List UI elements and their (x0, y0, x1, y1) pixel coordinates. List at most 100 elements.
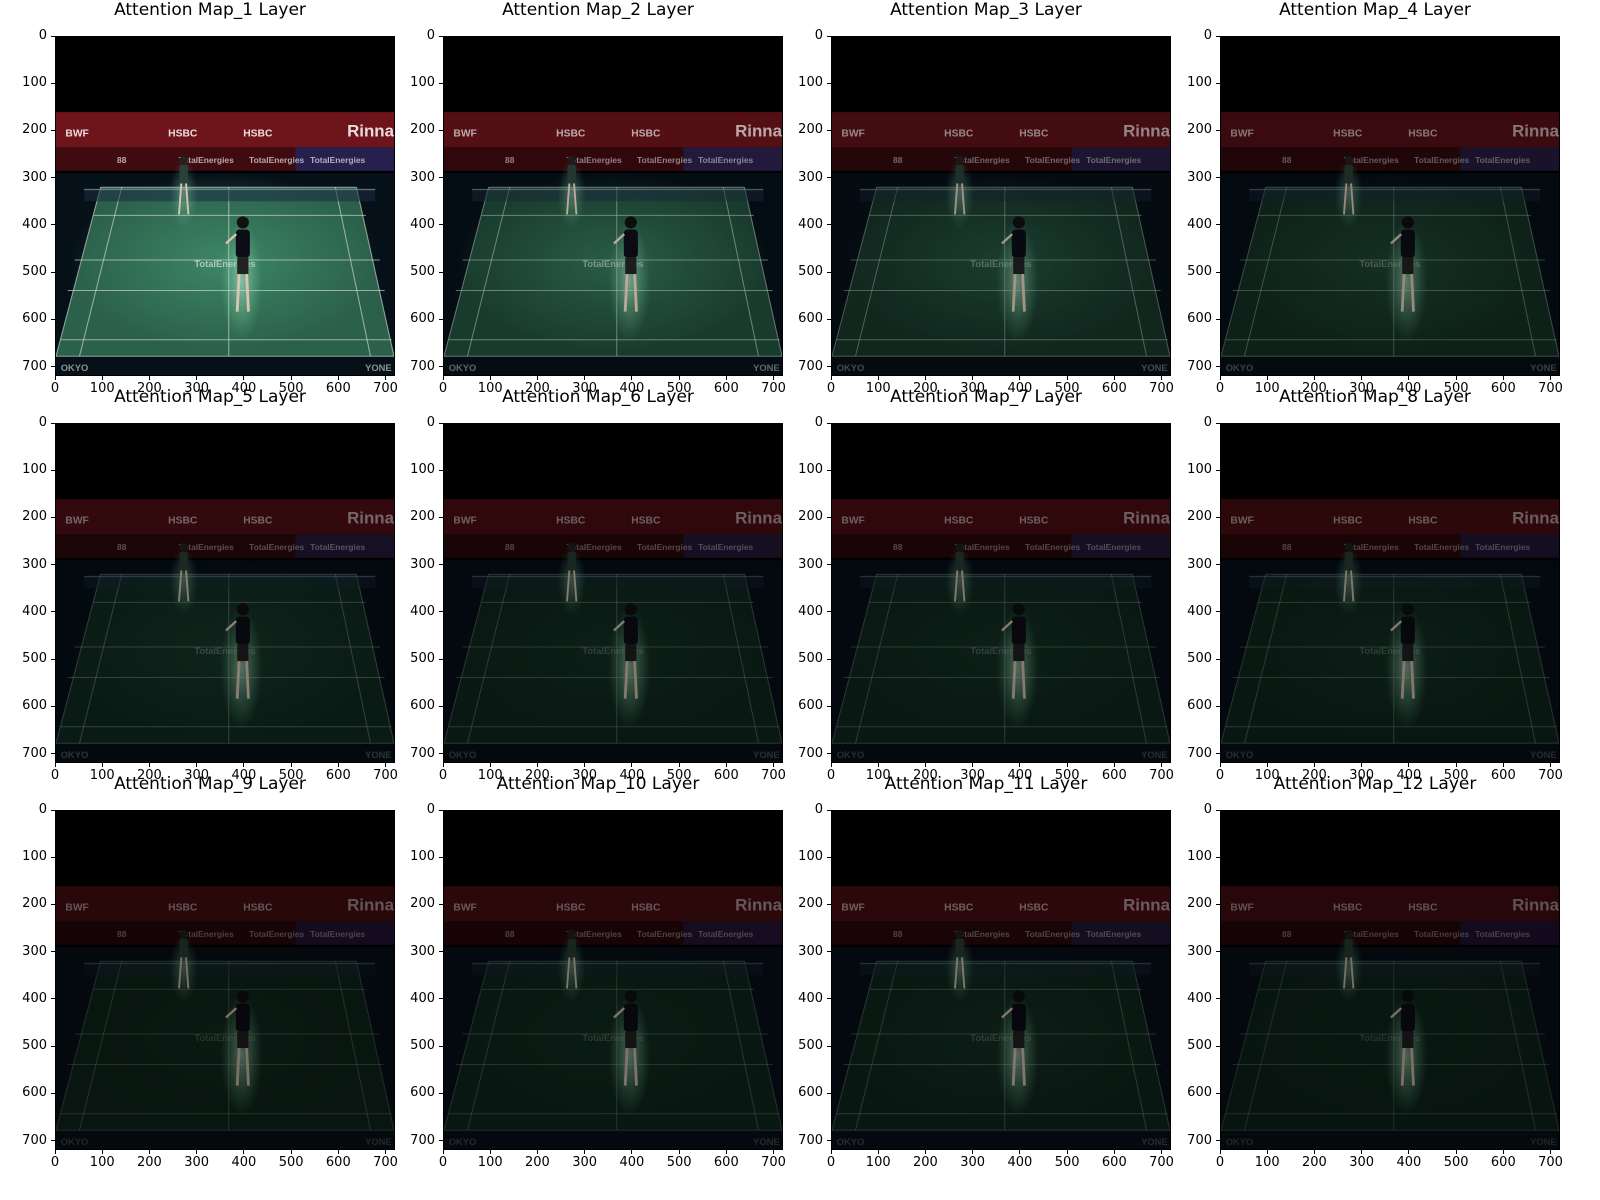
court-line (1131, 187, 1170, 357)
ad-banner (1221, 499, 1559, 535)
x-tick-mark (337, 1150, 339, 1154)
y-tick-mark (1216, 564, 1220, 566)
court-text-left: OKYO (837, 1137, 865, 1147)
y-tick-mark (51, 82, 55, 84)
y-tick-mark (51, 366, 55, 368)
banner-text: HSBC (1019, 129, 1049, 140)
attention-map-panel: Attention Map_11 Layer BWF HSBC HSBC Rinna 88… (776, 774, 1174, 1170)
x-tick-label: 100 (89, 381, 115, 396)
x-tick-mark (725, 1150, 727, 1154)
x-tick-label: 500 (278, 1155, 304, 1170)
attention-map-panel: Attention Map_10 Layer BWF HSBC HSBC Rinna 88… (388, 774, 786, 1170)
court-text-left: OKYO (1226, 363, 1254, 373)
y-tick-label: 300 (410, 556, 435, 572)
x-tick-mark (877, 376, 879, 380)
court-line (854, 961, 899, 1131)
y-tick-label: 200 (22, 509, 47, 525)
y-tick-mark (51, 35, 55, 37)
sponsor-text: TotalEnergies (698, 542, 753, 552)
x-tick-label: 600 (713, 768, 739, 783)
y-tick-label: 200 (798, 896, 823, 912)
banner-text: BWF (453, 903, 476, 914)
player-near (225, 216, 250, 312)
x-tick-label: 0 (438, 381, 448, 396)
y-tick-mark (1216, 129, 1220, 131)
player-attention-glow (996, 994, 1039, 1117)
player-far (566, 542, 578, 602)
y-tick-label: 300 (22, 169, 47, 185)
x-tick-label: 100 (477, 768, 503, 783)
y-tick-mark (439, 705, 443, 707)
sponsor-text: TotalEnergies (310, 155, 365, 165)
banner-text: BWF (1230, 516, 1253, 527)
court-line (334, 574, 372, 744)
x-tick-mark (489, 1150, 491, 1154)
y-tick-label: 300 (1187, 943, 1212, 959)
attention-heatmap-image: BWF HSBC HSBC Rinna 88 TotalEnergies TotalEner… (831, 423, 1171, 763)
x-tick-label: 500 (1054, 381, 1080, 396)
y-tick-label: 600 (410, 1085, 435, 1101)
x-tick-label: 0 (826, 381, 836, 396)
x-tick-label: 300 (184, 381, 210, 396)
x-tick-mark (1313, 376, 1315, 380)
player-far (1343, 542, 1355, 602)
court-line (832, 574, 878, 744)
court-text-right: YONE (1530, 750, 1557, 760)
court-text-right: YONE (753, 1137, 780, 1147)
court-line (854, 187, 899, 357)
x-tick-mark (1361, 376, 1363, 380)
sponsor-text: TotalEnergies (249, 929, 304, 939)
x-tick-mark (678, 1150, 680, 1154)
y-tick-mark (439, 998, 443, 1000)
court-line (743, 574, 782, 744)
player-far (566, 155, 578, 215)
banner-text: Rinna (1123, 896, 1170, 915)
y-tick-label: 100 (410, 75, 435, 91)
player-far (1343, 155, 1355, 215)
y-tick-mark (1216, 903, 1220, 905)
x-tick-label: 100 (865, 1155, 891, 1170)
attention-heatmap-svg: BWF HSBC HSBC Rinna 88 TotalEnergies TotalEner… (56, 37, 394, 375)
x-tick-mark (290, 763, 292, 767)
y-tick-mark (1216, 856, 1220, 858)
y-tick-label: 100 (410, 849, 435, 865)
attention-map-panel: Attention Map_3 Layer BWF HSBC HSBC Rinna 88 T… (776, 0, 1174, 396)
y-tick-label: 200 (1187, 896, 1212, 912)
x-tick-label: 100 (477, 381, 503, 396)
player-near (1390, 603, 1415, 699)
y-tick-label: 400 (798, 990, 823, 1006)
y-tick-mark (439, 658, 443, 660)
x-tick-label: 300 (572, 768, 598, 783)
y-tick-mark (1216, 1045, 1220, 1047)
y-tick-label: 600 (798, 698, 823, 714)
x-tick-label: 700 (1538, 1155, 1563, 1170)
y-tick-mark (51, 809, 55, 811)
y-tick-label: 500 (22, 1038, 47, 1054)
y-tick-mark (439, 564, 443, 566)
x-tick-label: 100 (865, 768, 891, 783)
y-tick-label: 400 (410, 216, 435, 232)
x-tick-mark (1019, 1150, 1021, 1154)
y-tick-mark (827, 658, 831, 660)
x-tick-mark (385, 376, 387, 380)
ad-banner (56, 112, 394, 148)
sponsor-text: TotalEnergies (249, 542, 304, 552)
y-tick-mark (1216, 82, 1220, 84)
x-tick-mark (1408, 376, 1410, 380)
attention-heatmap-svg: BWF HSBC HSBC Rinna 88 TotalEnergies TotalEner… (56, 424, 394, 762)
y-tick-label: 200 (410, 509, 435, 525)
court-text-left: OKYO (449, 1137, 477, 1147)
player-attention-glow (996, 220, 1039, 343)
court-line (1499, 574, 1537, 744)
y-tick-mark (1216, 1092, 1220, 1094)
y-tick-mark (827, 753, 831, 755)
sponsor-text: TotalEnergies (1025, 155, 1080, 165)
sponsor-text: TotalEnergies (567, 155, 622, 165)
x-tick-mark (924, 376, 926, 380)
x-tick-mark (830, 763, 832, 767)
y-tick-label: 200 (798, 122, 823, 138)
y-tick-label: 500 (798, 264, 823, 280)
y-tick-label: 200 (410, 896, 435, 912)
y-tick-label: 0 (814, 28, 823, 43)
attention-map-panel: Attention Map_12 Layer BWF HSBC HSBC Rinna 88… (1165, 774, 1563, 1170)
